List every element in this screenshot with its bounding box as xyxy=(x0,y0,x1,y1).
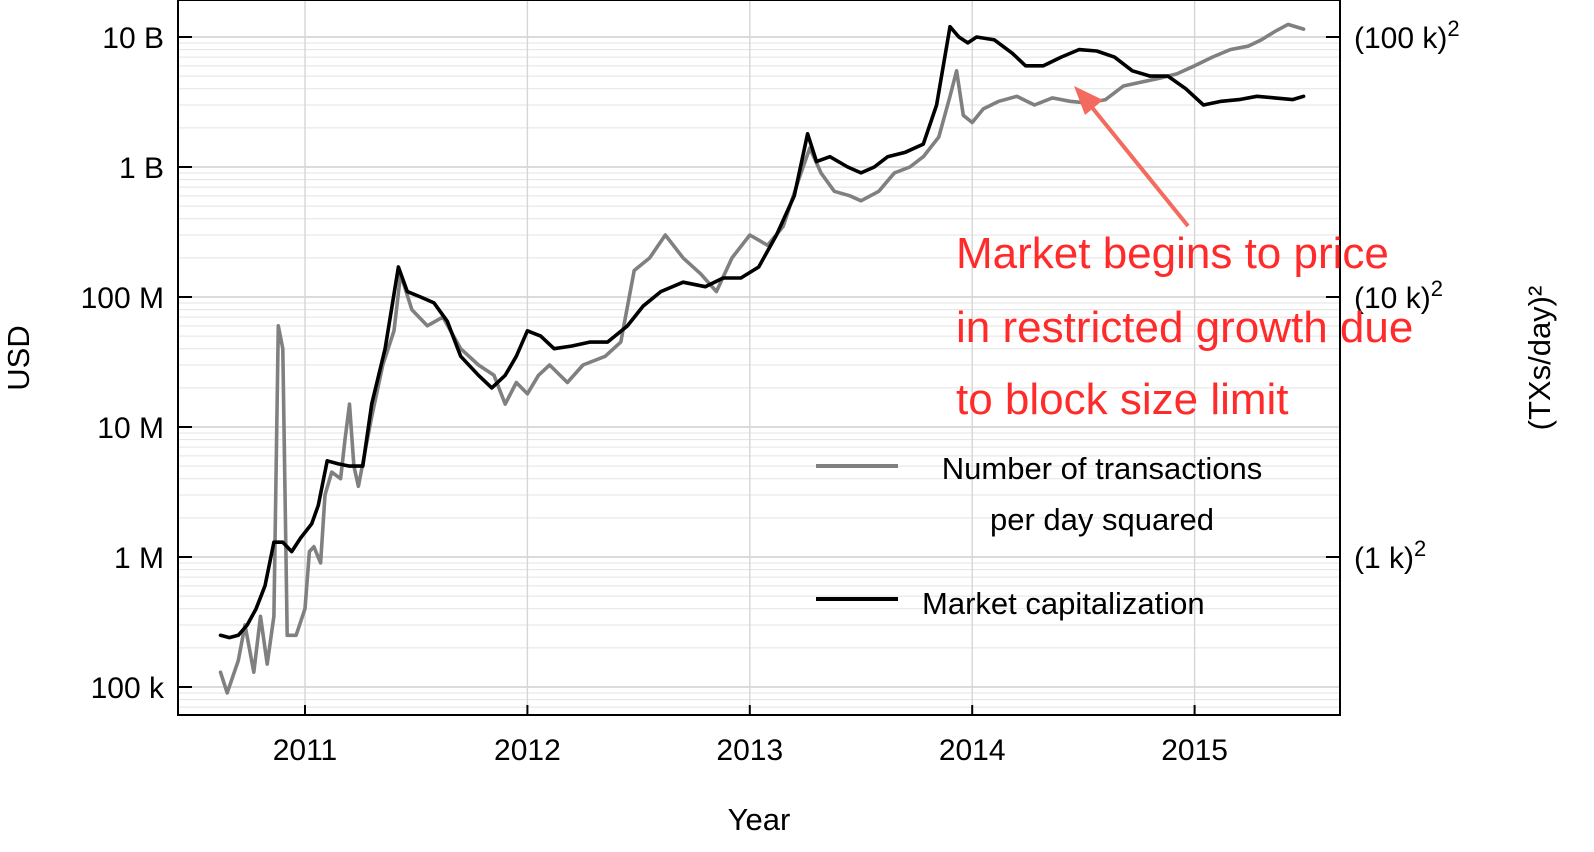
x-tick-label: 2012 xyxy=(494,734,561,767)
y2-tick-label: (100 k)2 xyxy=(1354,16,1460,55)
x-axis-title: Year xyxy=(728,802,791,837)
legend-label-transactions-line1: Number of transactions xyxy=(942,451,1262,486)
plot-frame xyxy=(177,0,1341,716)
y2-tick-label: (1 k)2 xyxy=(1354,536,1426,575)
y-tick-label: 10 M xyxy=(97,412,164,445)
series-lines xyxy=(218,22,1306,695)
annotation: Market begins to price in restricted gro… xyxy=(956,86,1413,424)
y-tick-label: 1 M xyxy=(114,542,164,575)
y-tick-label: 1 B xyxy=(119,152,164,185)
x-ticks: 2011 2012 2013 2014 2015 xyxy=(273,705,1228,767)
y-tick-label: 10 B xyxy=(102,22,164,55)
y-tick-label: 100 k xyxy=(91,672,165,705)
series-line-transactions xyxy=(218,22,1306,695)
y2-ticks: (1 k)2 (10 k)2 (100 k)2 xyxy=(1326,16,1460,575)
series-line-market-cap xyxy=(218,24,1306,640)
y2-axis-title: (TXs/day)² xyxy=(1522,286,1557,431)
annotation-arrowhead xyxy=(1074,86,1103,115)
y-ticks: 100 k 1 M 10 M 100 M 1 B 10 B xyxy=(81,22,192,705)
annotation-line-3: to block size limit xyxy=(956,375,1289,424)
annotation-line-1: Market begins to price xyxy=(956,229,1389,278)
x-tick-label: 2013 xyxy=(716,734,783,767)
y-tick-label: 100 M xyxy=(81,282,164,315)
x-tick-label: 2011 xyxy=(273,734,338,767)
y-axis-title: USD xyxy=(1,325,36,390)
legend-label-market-cap: Market capitalization xyxy=(922,586,1205,621)
x-tick-label: 2015 xyxy=(1161,734,1228,767)
legend: Number of transactions per day squared M… xyxy=(816,451,1262,621)
annotation-line-2: in restricted growth due xyxy=(956,303,1413,352)
annotation-arrow xyxy=(1084,98,1190,228)
y2-tick-label: (10 k)2 xyxy=(1354,276,1443,315)
x-tick-label: 2014 xyxy=(939,734,1006,767)
legend-label-transactions-line2: per day squared xyxy=(990,502,1214,537)
